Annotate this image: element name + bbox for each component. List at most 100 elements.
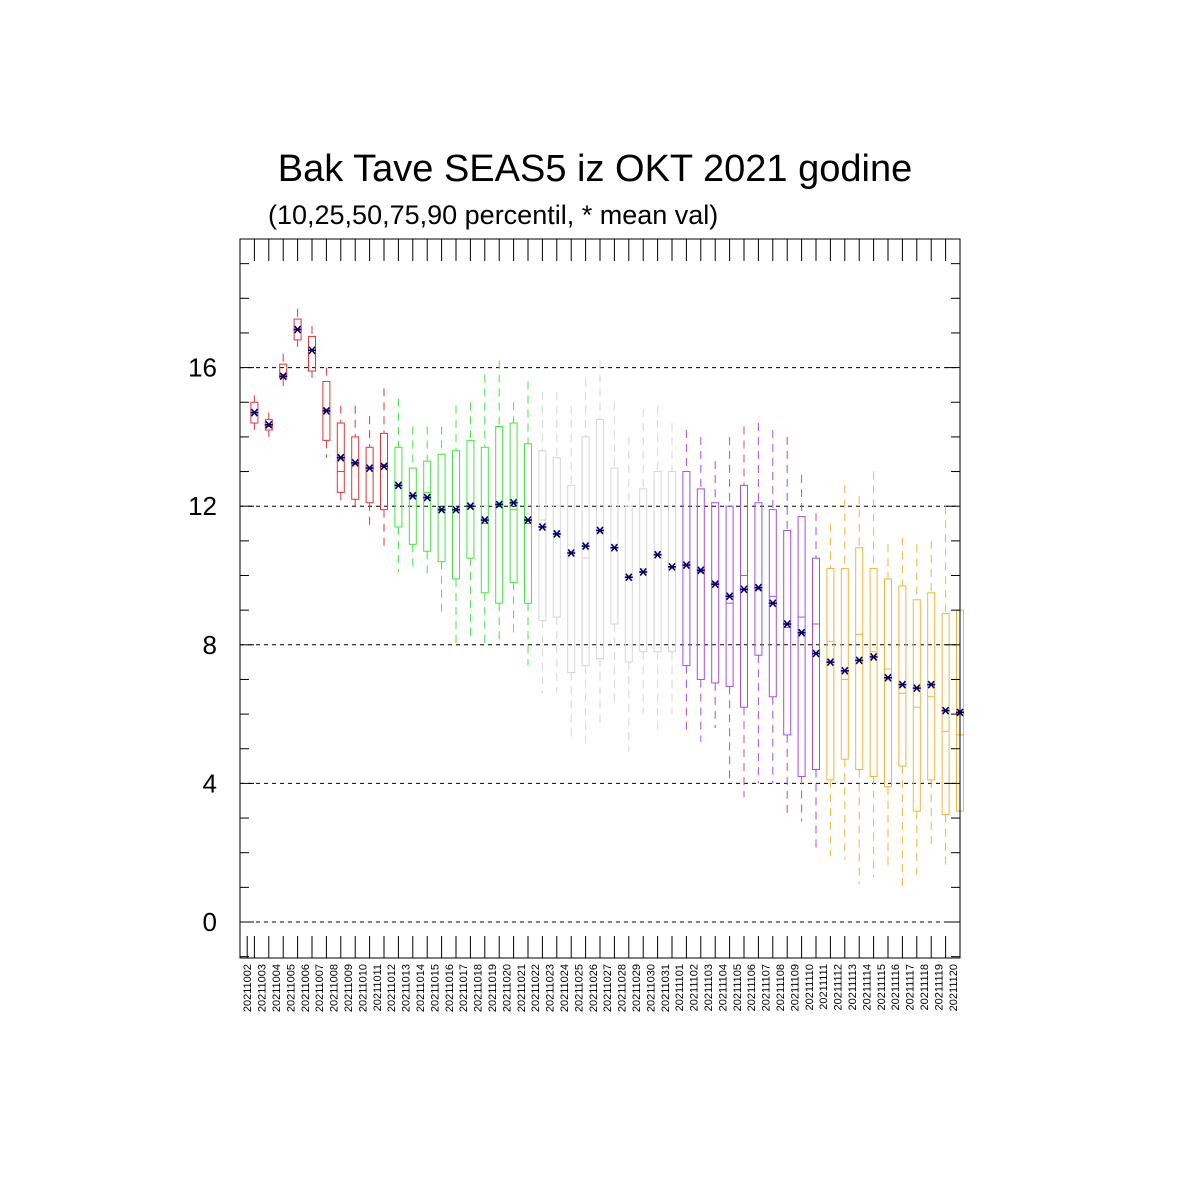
mean-marker [639,568,648,577]
x-tick-label: 20211105 [732,964,744,1011]
x-tick-label: 20211006 [300,964,312,1012]
mean-marker [696,566,705,575]
mean-marker [682,561,691,570]
mean-marker [624,573,633,582]
x-tick-label: 20211005 [285,964,297,1012]
mean-stroke [466,502,475,511]
mean-stroke [596,526,604,535]
mean-marker [552,529,561,538]
x-tick-label: 20211031 [660,964,672,1012]
box [466,439,475,559]
box [495,426,504,604]
mean-marker [308,346,316,355]
mean-stroke [855,656,863,665]
mean-marker [394,481,403,490]
box-group [466,402,475,642]
x-tick-label: 20211117 [905,964,917,1011]
y-tick-label: 12 [188,491,217,521]
box-group [639,409,648,715]
mean-stroke [308,346,316,355]
mean-layer [250,325,964,717]
mean-marker [336,453,345,462]
mean-marker [725,592,734,601]
box [365,446,374,504]
y-tick-label: 0 [203,907,217,937]
mean-stroke [337,453,345,462]
box [538,450,547,622]
x-tick-label: 20211109 [789,964,801,1011]
chart-subtitle: (10,25,50,75,90 percentil, * mean val) [268,200,719,230]
mean-stroke [682,561,691,570]
box [840,568,849,760]
box [797,516,806,777]
mean-stroke [351,458,359,467]
mean-stroke [581,542,590,551]
mean-stroke [826,658,835,667]
box [711,502,720,684]
x-tick-label: 20211014 [415,964,427,1012]
mean-marker [826,658,835,667]
box-group [581,377,590,746]
box-group [408,426,417,569]
box [408,467,417,545]
mean-marker [884,673,892,682]
mean-marker [797,628,806,637]
box-group [696,436,705,742]
x-tick-label: 20211106 [746,964,758,1011]
chart-title: Bak Tave SEAS5 iz OKT 2021 godine [277,148,913,190]
box [783,529,792,736]
box [668,471,676,653]
box [682,471,691,667]
box-group [452,405,460,645]
x-tick-label: 20211110 [804,964,816,1011]
mean-stroke [365,464,374,473]
x-tick-label: 20211116 [890,964,902,1011]
box [380,432,388,511]
x-tick-label: 20211118 [919,964,931,1011]
mean-stroke [668,562,676,571]
x-tick-label: 20211101 [674,964,686,1011]
mean-stroke [884,673,892,682]
mean-stroke [725,592,734,601]
x-tick-label: 20211022 [530,964,542,1012]
mean-marker [293,325,302,334]
box [754,502,763,656]
mean-stroke [898,680,907,689]
box-group [624,436,633,753]
mean-stroke [553,529,561,538]
mean-marker [668,562,676,571]
x-tick-label: 20211024 [559,964,571,1012]
box-group [927,540,936,850]
mean-stroke [610,543,619,552]
mean-stroke [509,498,518,507]
mean-marker [480,516,489,525]
mean-marker [380,462,388,471]
box-group [754,423,763,784]
mean-stroke [841,666,849,675]
x-tick-label: 20211027 [602,964,614,1012]
x-tick-label: 20211107 [761,964,773,1011]
box [884,578,892,788]
mean-marker [466,502,475,511]
mean-marker [524,516,532,525]
box [624,505,633,663]
box [912,599,921,812]
box-group [826,523,835,857]
box-group [653,405,662,735]
mean-stroke [322,406,331,415]
mean-stroke [524,516,532,525]
mean-stroke [783,619,791,629]
box-layer [250,308,964,891]
mean-marker [408,491,417,500]
x-tick-label: 20211108 [775,964,787,1011]
mean-stroke [711,580,719,589]
mean-stroke [409,491,417,500]
mean-stroke [279,372,287,381]
x-tick-label: 20211004 [271,964,283,1012]
box-group [480,374,489,649]
box-group [855,495,864,884]
mean-marker [279,372,288,381]
mean-marker [812,649,820,658]
mean-stroke [481,516,489,525]
mean-marker [495,500,504,509]
